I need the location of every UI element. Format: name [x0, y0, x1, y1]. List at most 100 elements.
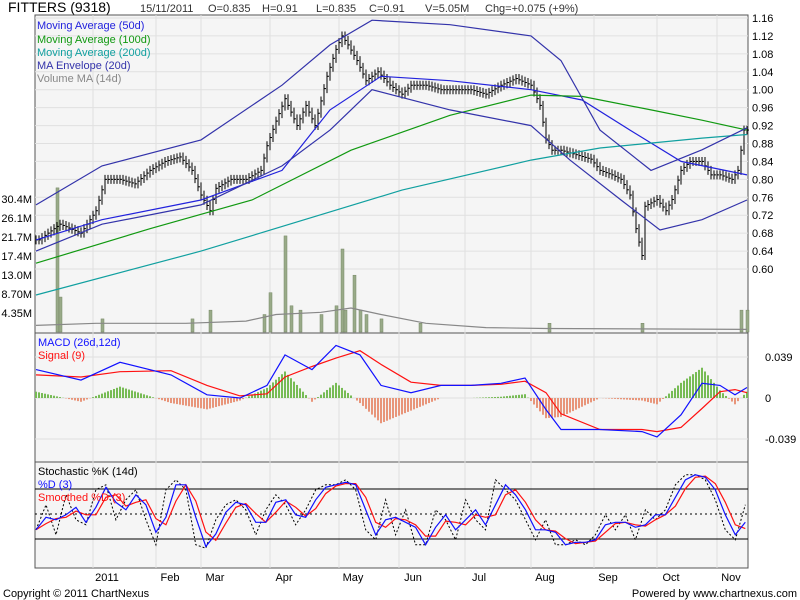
macd-histogram-bar: [503, 396, 505, 398]
macd-histogram-bar: [536, 398, 538, 408]
macd-histogram-bar: [737, 398, 739, 402]
macd-histogram-bar: [380, 398, 382, 424]
macd-histogram-bar: [251, 394, 253, 398]
macd-histogram-bar: [680, 382, 682, 398]
macd-histogram-bar: [692, 374, 694, 398]
quote-close: C=0.91: [369, 3, 405, 15]
macd-histogram-bar: [686, 378, 688, 398]
macd-histogram-bar: [509, 395, 511, 398]
macd-histogram-bar: [332, 385, 334, 398]
month-label: Mar: [206, 572, 225, 584]
macd-histogram-bar: [638, 398, 640, 401]
macd-histogram-bar: [635, 398, 637, 401]
macd-histogram-bar: [266, 387, 268, 398]
macd-histogram-bar: [272, 382, 274, 398]
macd-histogram-bar: [338, 385, 340, 398]
macd-histogram-bar: [122, 387, 124, 398]
volume-bar: [352, 274, 357, 333]
macd-histogram-bar: [188, 398, 190, 407]
macd-histogram-bar: [296, 384, 298, 398]
volume-bar: [289, 305, 294, 333]
ma100-line: [35, 94, 748, 264]
macd-histogram-bar: [746, 391, 748, 398]
quote-low: L=0.835: [316, 3, 356, 15]
macd-histogram-bar: [347, 392, 349, 398]
price-tick-label: 0.68: [752, 228, 773, 240]
macd-histogram-bar: [221, 398, 223, 406]
macd-histogram-bar: [227, 398, 229, 404]
macd-histogram-bar: [584, 398, 586, 406]
macd-histogram-bar: [92, 397, 94, 398]
macd-histogram-bar: [80, 398, 82, 402]
macd-histogram-bar: [620, 398, 622, 400]
macd-histogram-bar: [497, 396, 499, 398]
month-label: Apr: [275, 572, 292, 584]
macd-histogram-bar: [161, 398, 163, 401]
macd-histogram-bar: [83, 398, 85, 401]
macd-histogram-bar: [350, 395, 352, 398]
macd-histogram-bar: [434, 398, 436, 401]
macd-histogram-bar: [578, 398, 580, 409]
macd-histogram-bar: [653, 398, 655, 404]
macd-histogram-bar: [113, 388, 115, 398]
macd-histogram-bar: [134, 391, 136, 398]
legend-stoch-sd: Smoothed %D (3): [38, 492, 125, 504]
chart-symbol: FITTERS (9318): [8, 0, 111, 15]
macd-histogram-bar: [254, 393, 256, 398]
macd-histogram-bar: [425, 398, 427, 405]
volume-bar: [334, 305, 339, 333]
macd-histogram-bar: [290, 378, 292, 398]
macd-histogram-bar: [392, 398, 394, 419]
macd-histogram-bar: [545, 398, 547, 419]
macd-histogram-bar: [194, 398, 196, 408]
macd-histogram-bar: [98, 394, 100, 398]
macd-histogram-bar: [284, 371, 286, 398]
macd-histogram-bar: [314, 398, 316, 400]
macd-histogram-bar: [707, 375, 709, 398]
macd-histogram-bar: [119, 386, 121, 398]
macd-histogram-bar: [167, 398, 169, 403]
legend-envelope: MA Envelope (20d): [37, 60, 131, 72]
macd-histogram-bar: [137, 392, 139, 398]
macd-histogram-bar: [35, 391, 37, 398]
price-tick-label: 0.60: [752, 264, 773, 276]
macd-histogram-bar: [278, 376, 280, 398]
macd-histogram-bar: [218, 398, 220, 407]
legend-macd: MACD (26d,12d): [38, 337, 121, 349]
price-panel: [34, 14, 749, 334]
macd-histogram-bar: [485, 397, 487, 398]
macd-histogram-bar: [356, 398, 358, 401]
envelope-upper-line: [35, 19, 748, 206]
volume-bar: [343, 309, 348, 333]
macd-histogram-bar: [494, 396, 496, 398]
macd-histogram-bar: [419, 398, 421, 407]
month-label: Oct: [662, 572, 679, 584]
price-tick-label: 1.16: [752, 13, 773, 25]
macd-histogram-bar: [704, 371, 706, 398]
macd-histogram-bar: [383, 398, 385, 422]
macd-histogram-bar: [47, 394, 49, 398]
macd-histogram-bar: [200, 398, 202, 409]
macd-histogram-bar: [344, 390, 346, 398]
macd-histogram-bar: [374, 398, 376, 418]
macd-histogram-bar: [164, 398, 166, 402]
volume-bar: [418, 323, 423, 333]
volume-tick-label: 13.0M: [1, 270, 32, 282]
month-label: 2011: [95, 572, 119, 584]
stochastic-d-line: [35, 474, 746, 548]
macd-histogram-bar: [389, 398, 391, 420]
macd-tick-label: 0.039: [765, 352, 793, 364]
macd-histogram-bar: [182, 398, 184, 406]
macd-histogram-bar: [743, 394, 745, 398]
macd-histogram-bar: [302, 391, 304, 398]
volume-bar: [745, 309, 750, 333]
price-tick-label: 0.96: [752, 103, 773, 115]
macd-histogram-bar: [299, 388, 301, 398]
macd-histogram-bar: [326, 389, 328, 398]
macd-histogram-bar: [59, 397, 61, 398]
macd-histogram-bar: [488, 397, 490, 398]
price-tick-label: 1.08: [752, 49, 773, 61]
powered-by-link[interactable]: Powered by www.chartnexus.com: [632, 588, 797, 600]
macd-histogram-bar: [398, 398, 400, 416]
macd-histogram-bar: [248, 396, 250, 398]
